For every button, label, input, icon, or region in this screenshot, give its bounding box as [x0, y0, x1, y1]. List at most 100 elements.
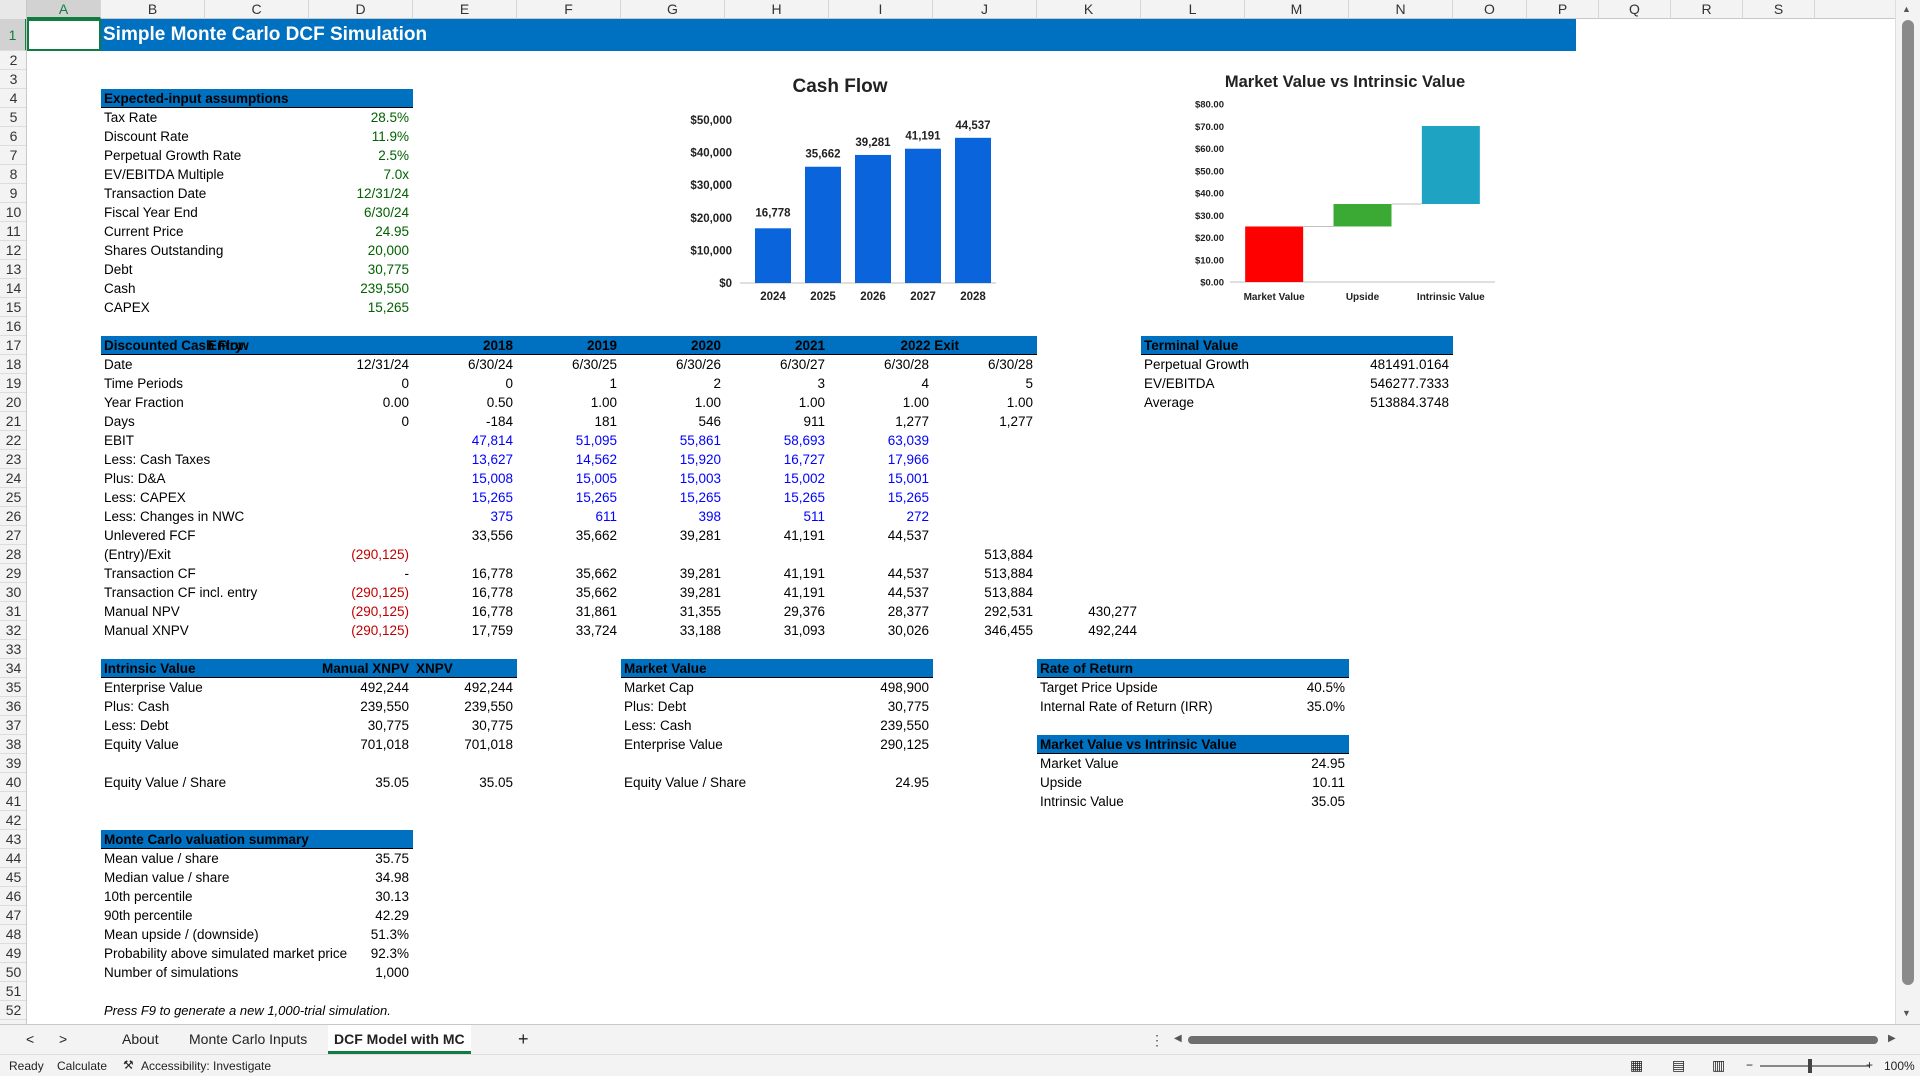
row-header[interactable]: 2	[0, 51, 26, 70]
dcf-value[interactable]: -184	[485, 414, 513, 429]
dcf-value[interactable]: 6/30/24	[467, 357, 513, 372]
intrinsic-xnpv-value[interactable]: 30,775	[471, 718, 513, 733]
row-header[interactable]: 10	[0, 203, 26, 222]
page-layout-view-icon[interactable]: ▤	[1672, 1057, 1686, 1073]
mc-label[interactable]: Mean value / share	[104, 851, 219, 866]
dcf-value[interactable]: 17,759	[471, 623, 513, 638]
dcf-extra-value[interactable]: 492,244	[1088, 623, 1137, 638]
dcf-value[interactable]: 35,662	[575, 566, 617, 581]
dcf-value[interactable]: 15,265	[887, 490, 929, 505]
dcf-value[interactable]: 44,537	[887, 528, 929, 543]
intrinsic-label[interactable]: Less: Debt	[104, 718, 169, 733]
row-header[interactable]: 47	[0, 906, 26, 925]
mvi-value[interactable]: 35.05	[1311, 794, 1345, 809]
intrinsic-label[interactable]: Plus: Cash	[104, 699, 170, 714]
dcf-value[interactable]: 1.00	[590, 395, 617, 410]
dcf-value[interactable]: 33,724	[575, 623, 617, 638]
row-header[interactable]: 11	[0, 222, 26, 241]
dcf-value[interactable]: (290,125)	[351, 585, 409, 600]
row-header[interactable]: 50	[0, 963, 26, 982]
ror-value[interactable]: 40.5%	[1306, 680, 1345, 695]
assumption-label[interactable]: Debt	[104, 262, 133, 277]
row-header[interactable]: 7	[0, 146, 26, 165]
mc-value[interactable]: 42.29	[375, 908, 409, 923]
scroll-right-icon[interactable]: ▶	[1888, 1033, 1896, 1044]
row-header[interactable]: 21	[0, 412, 26, 431]
zoom-level[interactable]: 100%	[1884, 1059, 1915, 1073]
row-header[interactable]: 35	[0, 678, 26, 697]
dcf-row-label[interactable]: Date	[104, 357, 133, 372]
dcf-value[interactable]: 0.00	[382, 395, 409, 410]
assumption-label[interactable]: Shares Outstanding	[104, 243, 224, 258]
tab-monte-carlo-inputs[interactable]: Monte Carlo Inputs	[189, 1031, 308, 1047]
row-header[interactable]: 13	[0, 260, 26, 279]
dcf-value[interactable]: 4	[921, 376, 929, 391]
dcf-value[interactable]: 5	[1025, 376, 1033, 391]
dcf-value[interactable]: 513,884	[984, 547, 1033, 562]
row-header[interactable]: 36	[0, 697, 26, 716]
dcf-value[interactable]: 14,562	[575, 452, 617, 467]
row-header[interactable]: 3	[0, 70, 26, 89]
row-header[interactable]: 15	[0, 298, 26, 317]
dcf-value[interactable]: 47,814	[471, 433, 513, 448]
column-header-n[interactable]: N	[1349, 0, 1453, 19]
dcf-value[interactable]: 15,920	[679, 452, 721, 467]
market-label[interactable]: Less: Cash	[624, 718, 692, 733]
market-vs-intrinsic-chart[interactable]: Market Value vs Intrinsic Value $0.00 $10.…	[1180, 66, 1510, 306]
dcf-value[interactable]: 375	[490, 509, 513, 524]
mc-value[interactable]: 92.3%	[370, 946, 409, 961]
dcf-value[interactable]: 6/30/26	[675, 357, 721, 372]
column-header-s[interactable]: S	[1743, 0, 1815, 19]
assumption-value[interactable]: 7.0x	[383, 167, 409, 182]
dcf-value[interactable]: 13,627	[471, 452, 513, 467]
dcf-row-label[interactable]: Manual XNPV	[104, 623, 189, 638]
intrinsic-xnpv-value[interactable]: 701,018	[464, 737, 513, 752]
assumption-value[interactable]: 30,775	[367, 262, 409, 277]
dcf-value[interactable]: 44,537	[887, 566, 929, 581]
dcf-value[interactable]: 15,008	[471, 471, 513, 486]
status-accessibility[interactable]: Accessibility: Investigate	[141, 1059, 272, 1073]
terminal-label[interactable]: Average	[1144, 395, 1195, 410]
row-header[interactable]: 14	[0, 279, 26, 298]
dcf-value[interactable]: 31,861	[575, 604, 617, 619]
assumption-label[interactable]: Current Price	[104, 224, 184, 239]
dcf-value[interactable]: 546	[698, 414, 721, 429]
dcf-value[interactable]: 272	[906, 509, 929, 524]
dcf-value[interactable]: 17,966	[887, 452, 929, 467]
column-header-b[interactable]: B	[101, 0, 205, 19]
select-all-corner[interactable]	[0, 0, 27, 19]
dcf-value[interactable]: 39,281	[679, 566, 721, 581]
dcf-value[interactable]: 15,003	[679, 471, 721, 486]
row-header[interactable]: 37	[0, 716, 26, 735]
market-value[interactable]: 498,900	[880, 680, 929, 695]
dcf-value[interactable]: 2	[713, 376, 721, 391]
dcf-value[interactable]: 15,005	[575, 471, 617, 486]
dcf-value[interactable]: 513,884	[984, 585, 1033, 600]
dcf-value[interactable]: 15,265	[471, 490, 513, 505]
row-header[interactable]: 24	[0, 469, 26, 488]
dcf-value[interactable]: 16,778	[471, 604, 513, 619]
add-sheet-button[interactable]: +	[518, 1029, 529, 1049]
normal-view-icon[interactable]: ▦	[1630, 1057, 1644, 1073]
scroll-up-icon[interactable]: ▲	[1902, 4, 1911, 14]
mvi-label[interactable]: Intrinsic Value	[1040, 794, 1124, 809]
assumption-value[interactable]: 2.5%	[378, 148, 409, 163]
market-label[interactable]: Enterprise Value	[624, 737, 723, 752]
dcf-value[interactable]: 63,039	[887, 433, 929, 448]
tab-about[interactable]: About	[122, 1031, 159, 1047]
ror-label[interactable]: Internal Rate of Return (IRR)	[1040, 699, 1213, 714]
row-header[interactable]: 49	[0, 944, 26, 963]
column-header-l[interactable]: L	[1141, 0, 1245, 19]
assumption-value[interactable]: 6/30/24	[363, 205, 409, 220]
dcf-value[interactable]: 33,188	[679, 623, 721, 638]
assumption-value[interactable]: 24.95	[375, 224, 409, 239]
zoom-slider[interactable]	[1760, 1065, 1870, 1067]
ror-label[interactable]: Target Price Upside	[1040, 680, 1158, 695]
column-header-p[interactable]: P	[1527, 0, 1599, 19]
row-header[interactable]: 29	[0, 564, 26, 583]
dcf-row-label[interactable]: Days	[104, 414, 135, 429]
dcf-value[interactable]: 39,281	[679, 585, 721, 600]
row-header[interactable]: 46	[0, 887, 26, 906]
dcf-value[interactable]: 292,531	[984, 604, 1033, 619]
zoom-out-icon[interactable]: −	[1746, 1058, 1754, 1072]
